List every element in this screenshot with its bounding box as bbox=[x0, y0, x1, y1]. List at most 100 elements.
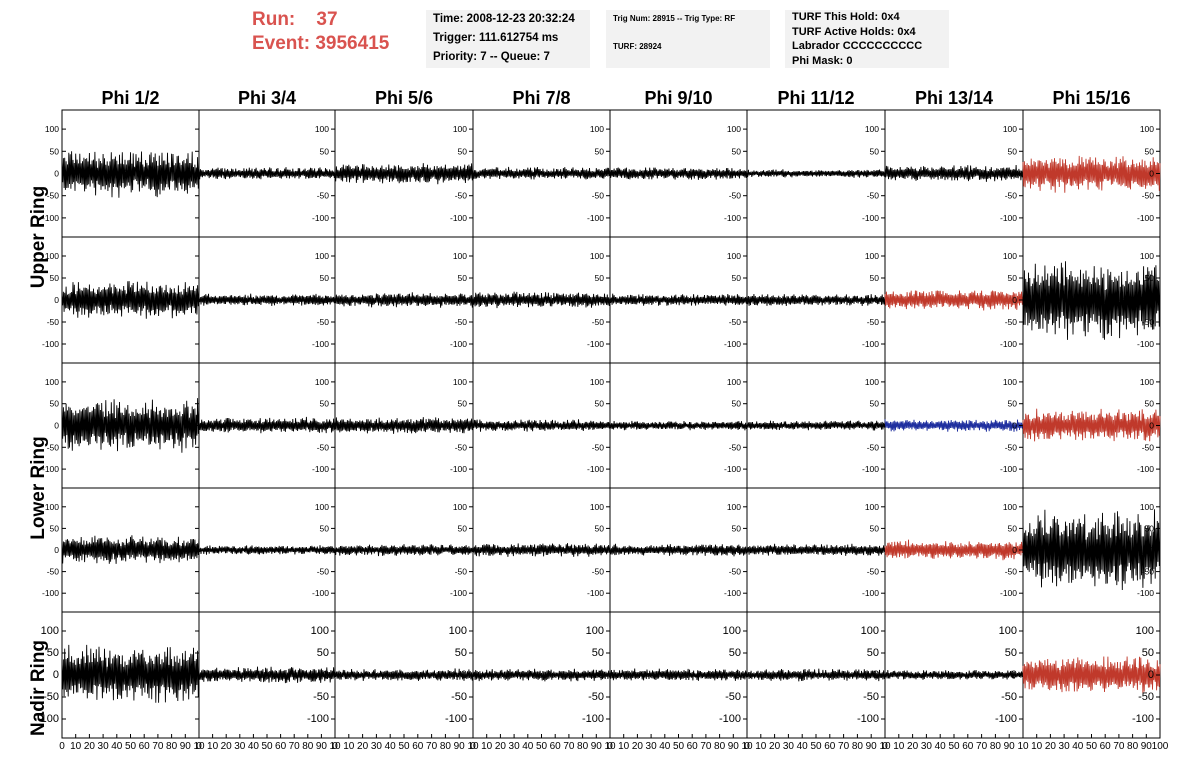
x-tick-label: 80 bbox=[990, 741, 1002, 752]
y-tick-label: 0 bbox=[598, 669, 604, 681]
time-text: Time: 2008-12-23 20:32:24 bbox=[433, 13, 575, 25]
y-tick-label: -50 bbox=[47, 442, 60, 452]
y-tick-label: 100 bbox=[1136, 625, 1154, 637]
waveform-trace bbox=[472, 668, 611, 682]
x-tick-label: 60 bbox=[1100, 741, 1112, 752]
event-label: Event: bbox=[252, 33, 311, 54]
y-tick-label: 100 bbox=[1003, 251, 1017, 261]
x-tick-label: 90 bbox=[316, 741, 328, 752]
y-tick-label: -100 bbox=[1137, 588, 1154, 598]
y-tick-label: 0 bbox=[736, 169, 741, 179]
y-tick-label: -50 bbox=[1142, 317, 1155, 327]
turf-this-hold-text: TURF This Hold: 0x4 bbox=[792, 11, 900, 23]
y-tick-label: 100 bbox=[1140, 377, 1154, 387]
waveform-trace bbox=[1022, 155, 1161, 193]
x-tick-label: 10 bbox=[604, 741, 616, 752]
turf-text: TURF: 28924 bbox=[613, 42, 662, 51]
y-tick-label: -50 bbox=[317, 567, 330, 577]
x-tick-label: 80 bbox=[577, 741, 589, 752]
y-tick-label: 50 bbox=[1145, 146, 1155, 156]
waveform-trace bbox=[198, 293, 336, 307]
y-tick-label: 0 bbox=[324, 545, 329, 555]
y-tick-label: 50 bbox=[1008, 146, 1018, 156]
x-tick-label: 20 bbox=[357, 741, 369, 752]
y-tick-label: -50 bbox=[867, 567, 880, 577]
x-tick-label: 10 bbox=[70, 741, 82, 752]
y-tick-label: 0 bbox=[1149, 169, 1154, 179]
y-tick-label: 100 bbox=[586, 625, 604, 637]
y-tick-label: 0 bbox=[461, 669, 467, 681]
y-tick-label: 0 bbox=[54, 545, 59, 555]
waveform-trace bbox=[746, 420, 886, 431]
trigger-info-box: Time: 2008-12-23 20:32:24 Trigger: 111.6… bbox=[426, 10, 590, 68]
x-tick-label: 30 bbox=[783, 741, 795, 752]
y-tick-label: 50 bbox=[1145, 399, 1155, 409]
y-tick-label: 0 bbox=[874, 169, 879, 179]
y-tick-label: -100 bbox=[450, 213, 467, 223]
y-tick-label: 50 bbox=[1008, 273, 1018, 283]
y-tick-label: 0 bbox=[462, 169, 467, 179]
x-tick-label: 80 bbox=[714, 741, 726, 752]
y-tick-label: 0 bbox=[1011, 669, 1017, 681]
y-tick-label: -50 bbox=[592, 442, 605, 452]
waveform-trace bbox=[609, 420, 748, 431]
x-tick-label: 90 bbox=[454, 741, 466, 752]
y-tick-label: 50 bbox=[458, 146, 468, 156]
y-tick-label: -100 bbox=[857, 713, 879, 725]
turf-active-holds-text: TURF Active Holds: 0x4 bbox=[792, 25, 916, 38]
y-tick-label: 0 bbox=[1012, 295, 1017, 305]
x-tick-label: 10 bbox=[741, 741, 753, 752]
waveform-trace bbox=[884, 539, 1024, 561]
y-tick-label: 100 bbox=[449, 625, 467, 637]
waveform-trace bbox=[746, 543, 886, 556]
x-tick-label: 30 bbox=[1059, 741, 1071, 752]
y-tick-label: -50 bbox=[592, 191, 605, 201]
y-tick-label: -50 bbox=[1005, 191, 1018, 201]
y-tick-label: 50 bbox=[732, 273, 742, 283]
y-tick-label: 50 bbox=[455, 647, 467, 659]
labrador-text: Labrador CCCCCCCCCC bbox=[792, 40, 923, 52]
waveform-trace bbox=[198, 545, 336, 555]
y-tick-label: 0 bbox=[462, 421, 467, 431]
x-tick-label: 90 bbox=[1141, 741, 1153, 752]
y-tick-label: -100 bbox=[862, 464, 879, 474]
y-tick-label: -50 bbox=[1142, 442, 1155, 452]
y-tick-label: -100 bbox=[312, 588, 329, 598]
y-tick-label: -100 bbox=[1137, 213, 1154, 223]
x-tick-label: 60 bbox=[550, 741, 562, 752]
y-tick-label: -50 bbox=[729, 442, 742, 452]
y-tick-label: -50 bbox=[455, 567, 468, 577]
waveform-trace bbox=[198, 167, 336, 180]
y-tick-label: 0 bbox=[873, 669, 879, 681]
column-header-3: Phi 5/6 bbox=[375, 88, 433, 108]
y-tick-label: 0 bbox=[1149, 295, 1154, 305]
y-tick-label: 50 bbox=[870, 399, 880, 409]
y-tick-label: 50 bbox=[1145, 523, 1155, 533]
x-tick-label: 60 bbox=[139, 741, 151, 752]
x-tick-label: 70 bbox=[152, 741, 164, 752]
x-tick-label: 50 bbox=[125, 741, 137, 752]
ring-label-2: Lower Ring bbox=[28, 436, 49, 539]
y-tick-label: 50 bbox=[50, 146, 60, 156]
x-tick-label: 70 bbox=[289, 741, 301, 752]
y-tick-label: 50 bbox=[1142, 647, 1154, 659]
y-tick-label: -100 bbox=[724, 339, 741, 349]
waveform-trace bbox=[609, 293, 748, 306]
x-tick-label: 80 bbox=[302, 741, 314, 752]
waveform-trace bbox=[198, 416, 336, 434]
y-tick-label: -50 bbox=[867, 317, 880, 327]
y-tick-label: -50 bbox=[1142, 567, 1155, 577]
y-tick-label: 50 bbox=[595, 273, 605, 283]
y-tick-label: 50 bbox=[458, 273, 468, 283]
y-tick-label: 0 bbox=[599, 295, 604, 305]
y-tick-label: -100 bbox=[37, 713, 59, 725]
y-tick-label: 100 bbox=[45, 377, 59, 387]
y-tick-label: 100 bbox=[727, 124, 741, 134]
y-tick-label: 100 bbox=[453, 377, 467, 387]
y-tick-label: 50 bbox=[1008, 399, 1018, 409]
y-tick-label: 0 bbox=[736, 295, 741, 305]
waveform-trace bbox=[61, 151, 200, 198]
x-tick-label: 10 bbox=[893, 741, 905, 752]
x-tick-label: 90 bbox=[866, 741, 878, 752]
